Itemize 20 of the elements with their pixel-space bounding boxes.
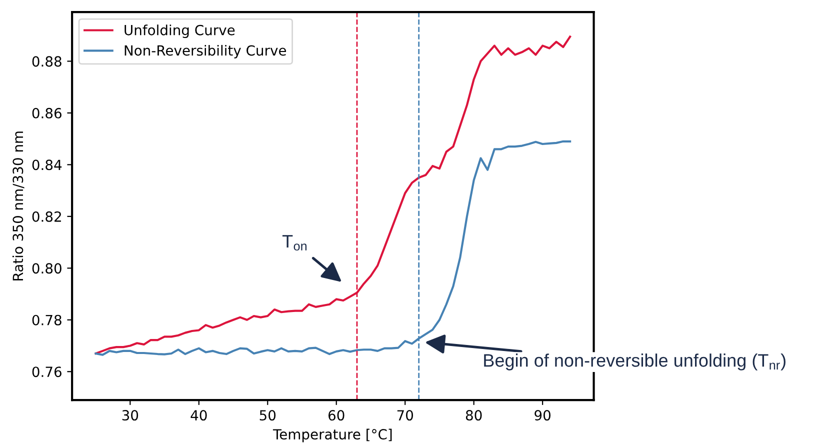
legend-label: Non-Reversibility Curve [124, 44, 286, 58]
y-axis-title: Ratio 350 nm/330 nm [12, 132, 24, 280]
y-tick-label: 0.76 [32, 366, 62, 378]
x-tick-label: 70 [397, 410, 414, 421]
y-tick-label: 0.80 [32, 263, 62, 274]
legend-label: Unfolding Curve [124, 24, 235, 38]
y-tick-label: 0.82 [32, 211, 61, 222]
x-tick-label: 90 [534, 410, 550, 421]
y-tick-label: 0.86 [32, 108, 62, 118]
annotation: T$_{on}$ [282, 235, 306, 251]
x-tick-label: 60 [328, 410, 344, 421]
x-tick-label: 50 [260, 410, 276, 421]
y-tick-label: 0.78 [32, 314, 62, 326]
y-tick-label: 0.84 [32, 160, 62, 170]
x-axis-title: Temperature [°C] [272, 428, 392, 442]
y-tick-label: 0.88 [32, 56, 62, 67]
x-tick-label: 40 [190, 410, 207, 421]
x-tick-label: 80 [466, 410, 482, 421]
x-tick-label: 30 [122, 410, 138, 421]
annotation: Begin of non-reversible unfolding (T$_{nr}$) [484, 354, 786, 370]
